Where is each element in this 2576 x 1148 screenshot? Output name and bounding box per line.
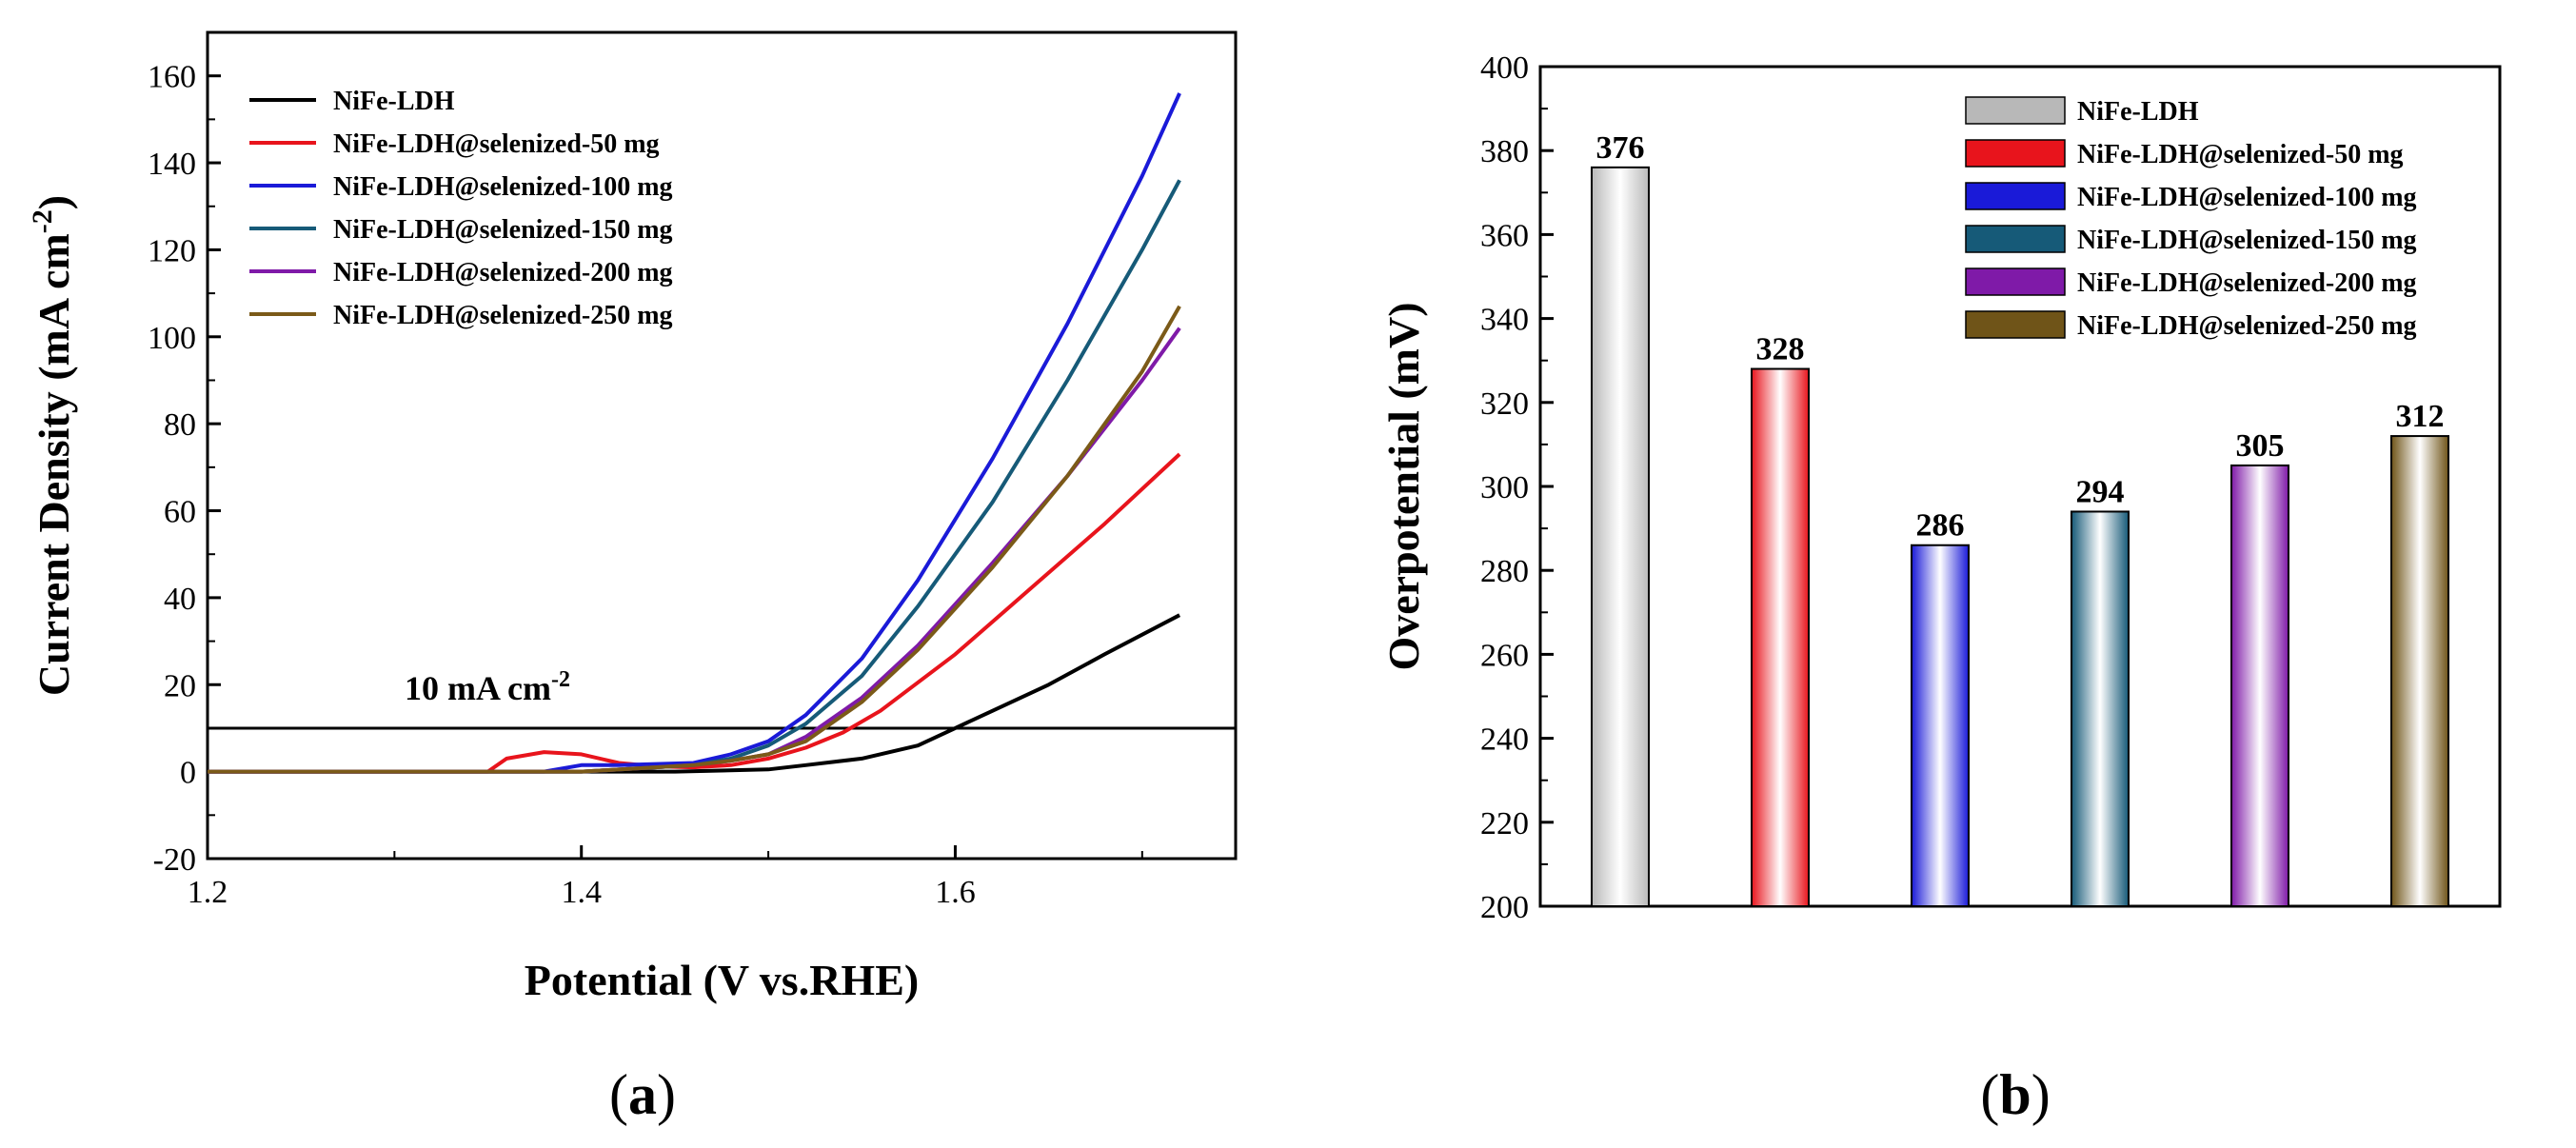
legend-label-a: NiFe-LDH@selenized-100 mg [333,172,673,202]
legend-b: NiFe-LDH NiFe-LDH@selenized-50 mg NiFe-LDH… [1965,96,2417,341]
legend-label-b: NiFe-LDH@selenized-200 mg [2077,268,2417,298]
y-tick-label-b: 220 [1480,806,1529,841]
y-tick-label-b: 260 [1480,638,1529,673]
y-tick-label-a: 160 [148,60,196,95]
y-tick-label-a: 80 [164,407,196,443]
bar-1 [1751,367,1810,907]
y-tick-label-b: 300 [1480,470,1529,505]
y-tick-label-b: 340 [1480,303,1529,338]
legend-swatch-b [1965,267,2066,296]
y-tick-label-b: 380 [1480,134,1529,169]
bar-value-label: 305 [2236,428,2285,464]
bar-3 [2071,510,2130,908]
legend-label-b: NiFe-LDH [2077,97,2199,127]
legend-label-a: NiFe-LDH@selenized-50 mg [333,129,660,159]
legend-swatch-b [1965,96,2066,125]
panel-label-b: (b) [1980,1063,2050,1126]
axis-ticks-a: -20 0 20 40 60 80 100 120 140 160 1.2 1.4 1.6 [148,60,1143,910]
y-tick-label-a: 100 [148,321,196,356]
legend-label-b: NiFe-LDH@selenized-50 mg [2077,140,2404,169]
legend-label-a: NiFe-LDH@selenized-250 mg [333,301,673,330]
series-line-4 [208,327,1181,774]
legend-label-b: NiFe-LDH@selenized-100 mg [2077,183,2417,212]
x-tick-label-a: 1.6 [935,875,976,910]
y-tick-label-a: 140 [148,147,196,182]
bar-value-label: 328 [1756,332,1805,367]
y-tick-label-b: 360 [1480,218,1529,253]
legend-swatch-b [1965,225,2066,253]
y-tick-label-b: 400 [1480,50,1529,86]
bar-5 [2390,435,2449,907]
series-line-1 [208,452,1181,774]
legend-a: NiFe-LDH NiFe-LDH@selenized-50 mg NiFe-LDH… [249,87,673,330]
y-tick-label-b: 320 [1480,386,1529,422]
y-tick-label-b: 200 [1480,890,1529,925]
reference-line-label: 10 mA cm-2 [405,667,570,707]
x-tick-label-a: 1.2 [188,875,228,910]
y-axis-label-a: Current Density (mA cm-2) [27,195,78,696]
series-line-5 [208,305,1181,774]
legend-swatch-b [1965,139,2066,168]
plot-frame-a [206,30,1238,861]
legend-label-a: NiFe-LDH@selenized-200 mg [333,258,673,287]
series-lines-a [208,92,1181,774]
y-tick-label-a: 40 [164,582,196,617]
bars-b: 376 328 286 294 305 312 [1591,130,2449,908]
legend-label-b: NiFe-LDH@selenized-250 mg [2077,311,2417,341]
y-tick-label-b: 240 [1480,722,1529,758]
y-tick-label-a: 20 [164,668,196,703]
reference-label-sup: -2 [551,667,570,692]
bar-value-label: 294 [2076,474,2125,509]
panel-b-bar-chart: 200 220 240 260 280 300 320 340 360 380 400 376 328… [1379,50,2502,1126]
reference-label-main: 10 mA cm [405,669,551,707]
y-label-main-a: Current Density (mA cm [30,233,78,696]
panel-letter-a: a [628,1063,657,1126]
y-label-sup-a: -2 [27,209,58,233]
y-tick-label-a: 60 [164,495,196,530]
series-line-0 [208,613,1181,774]
legend-label-b: NiFe-LDH@selenized-150 mg [2077,226,2417,255]
legend-label-a: NiFe-LDH@selenized-150 mg [333,215,673,245]
panel-a-line-chart: -20 0 20 40 60 80 100 120 140 160 1.2 1.4 1.6 10 mA … [27,30,1238,1126]
bar-2 [1911,544,1970,907]
x-axis-label-a: Potential (V vs.RHE) [525,956,919,1004]
y-tick-label-a: 120 [148,233,196,268]
y-axis-label-b: Overpotential (mV) [1379,302,1428,670]
bar-value-label: 376 [1596,130,1645,166]
bar-4 [2230,464,2289,907]
legend-label-a: NiFe-LDH [333,87,455,116]
axis-ticks-b: 200 220 240 260 280 300 320 340 360 380 400 [1480,50,1554,925]
panel-letter-b: b [1999,1063,2031,1126]
x-tick-label-a: 1.4 [561,875,602,910]
y-tick-label-a: -20 [153,842,196,878]
y-label-close-a: ) [30,195,78,209]
legend-swatch-b [1965,310,2066,339]
y-tick-label-b: 280 [1480,554,1529,589]
bar-value-label: 286 [1916,508,1965,544]
bar-0 [1591,166,1650,907]
bar-value-label: 312 [2396,399,2445,434]
y-tick-label-a: 0 [180,756,196,791]
panel-label-a: (a) [609,1063,676,1126]
series-line-2 [208,92,1181,774]
legend-swatch-b [1965,182,2066,210]
